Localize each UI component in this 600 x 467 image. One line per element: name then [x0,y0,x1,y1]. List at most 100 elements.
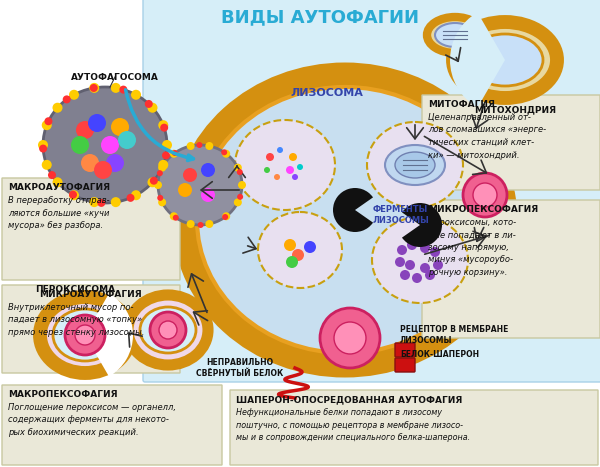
Ellipse shape [435,23,475,47]
Circle shape [277,147,283,153]
Ellipse shape [75,325,95,345]
Circle shape [48,171,56,179]
Text: В переработку отправ-
ляются большие «кучи
мусора» без разбора.: В переработку отправ- ляются большие «ку… [8,196,110,230]
Ellipse shape [258,212,342,288]
Circle shape [297,164,303,170]
Circle shape [430,247,440,257]
Circle shape [90,84,98,92]
Circle shape [222,150,230,158]
Text: МАКРОАУТОФАГИЯ: МАКРОАУТОФАГИЯ [8,183,110,192]
Text: ПЕРОКСИСОМА: ПЕРОКСИСОМА [35,285,115,294]
Circle shape [158,163,166,172]
Circle shape [187,142,194,150]
Text: МИТОФАГИЯ: МИТОФАГИЯ [428,100,495,109]
Circle shape [81,154,99,172]
FancyBboxPatch shape [230,390,598,465]
Circle shape [286,166,294,174]
Circle shape [405,260,415,270]
Ellipse shape [334,322,366,354]
Circle shape [237,169,243,175]
Circle shape [53,177,62,187]
Circle shape [94,161,112,179]
Circle shape [160,124,168,132]
Circle shape [292,249,304,261]
Text: Целенаправленный от-
лов сломавшихся «энерге-
тических станций клет-
ки» — митох: Целенаправленный от- лов сломавшихся «эн… [428,113,546,160]
FancyBboxPatch shape [143,0,600,382]
Text: Поглощение пероксисом — органелл,
содержащих ферменты для некото-
рых биохимичес: Поглощение пероксисом — органелл, содерж… [8,403,176,437]
Circle shape [111,118,129,136]
Circle shape [69,90,79,100]
Circle shape [222,214,228,220]
Circle shape [158,120,168,130]
Circle shape [162,151,170,159]
Text: БЕЛОК-ШАПЕРОН: БЕЛОК-ШАПЕРОН [400,350,479,359]
Ellipse shape [235,120,335,210]
Circle shape [187,220,194,228]
Ellipse shape [128,295,208,365]
Circle shape [397,245,407,255]
Ellipse shape [453,22,557,98]
Ellipse shape [40,297,130,373]
Circle shape [38,140,48,150]
Text: МИТОХОНДРИЯ: МИТОХОНДРИЯ [474,105,556,114]
Circle shape [118,131,136,149]
Ellipse shape [197,87,493,353]
Ellipse shape [385,145,445,185]
Circle shape [400,270,410,280]
Circle shape [266,153,274,161]
Circle shape [292,174,298,180]
Circle shape [71,136,89,154]
Circle shape [234,198,242,206]
Circle shape [238,181,246,189]
Ellipse shape [159,321,177,339]
Ellipse shape [320,308,380,368]
Text: АУТОФАГОСОМА: АУТОФАГОСОМА [71,73,159,82]
Circle shape [237,194,243,200]
Circle shape [162,140,172,150]
Ellipse shape [395,152,435,178]
Ellipse shape [53,309,117,361]
FancyBboxPatch shape [395,343,415,357]
Circle shape [284,239,296,251]
Ellipse shape [43,87,167,203]
Wedge shape [333,188,373,232]
Circle shape [53,103,62,113]
Circle shape [170,150,178,158]
FancyBboxPatch shape [395,358,415,372]
Circle shape [97,199,106,207]
Circle shape [222,212,230,220]
Circle shape [304,241,316,253]
Ellipse shape [150,312,186,348]
Circle shape [173,215,179,221]
Text: ЛИЗОСОМА: ЛИЗОСОМА [290,88,364,98]
Circle shape [39,145,47,153]
Circle shape [111,83,121,93]
Circle shape [69,191,77,198]
Circle shape [150,177,158,185]
Ellipse shape [185,75,505,365]
Text: МИКРОАУТОФАГИЯ: МИКРОАУТОФАГИЯ [38,290,142,299]
Circle shape [289,153,297,161]
Circle shape [172,150,178,156]
Circle shape [420,243,430,253]
Text: ШАПЕРОН-ОПОСРЕДОВАННАЯ АУТОФАГИЯ: ШАПЕРОН-ОПОСРЕДОВАННАЯ АУТОФАГИЯ [236,395,463,404]
Circle shape [221,149,227,156]
Text: ВИДЫ АУТОФАГИИ: ВИДЫ АУТОФАГИИ [221,8,419,26]
Circle shape [433,260,443,270]
Wedge shape [450,12,505,107]
Circle shape [131,190,141,200]
Circle shape [148,103,157,113]
Text: ФЕРМЕНТЫ
ЛИЗОСОМЫ: ФЕРМЕНТЫ ЛИЗОСОМЫ [373,205,430,225]
Circle shape [89,197,99,207]
Circle shape [420,263,430,273]
Ellipse shape [427,17,483,53]
Circle shape [178,183,192,197]
Text: МАКРОПЕКСОФАГИЯ: МАКРОПЕКСОФАГИЯ [8,390,118,399]
Text: Пероксисомы, кото-
рые попадают в ли-
зосому напрямую,
минуя «мусороубо-
рочную : Пероксисомы, кото- рые попадают в ли- зо… [428,218,516,277]
Circle shape [127,194,134,202]
Circle shape [197,222,203,228]
Circle shape [89,83,99,93]
Circle shape [196,142,202,148]
Circle shape [154,181,162,189]
Ellipse shape [158,145,242,225]
